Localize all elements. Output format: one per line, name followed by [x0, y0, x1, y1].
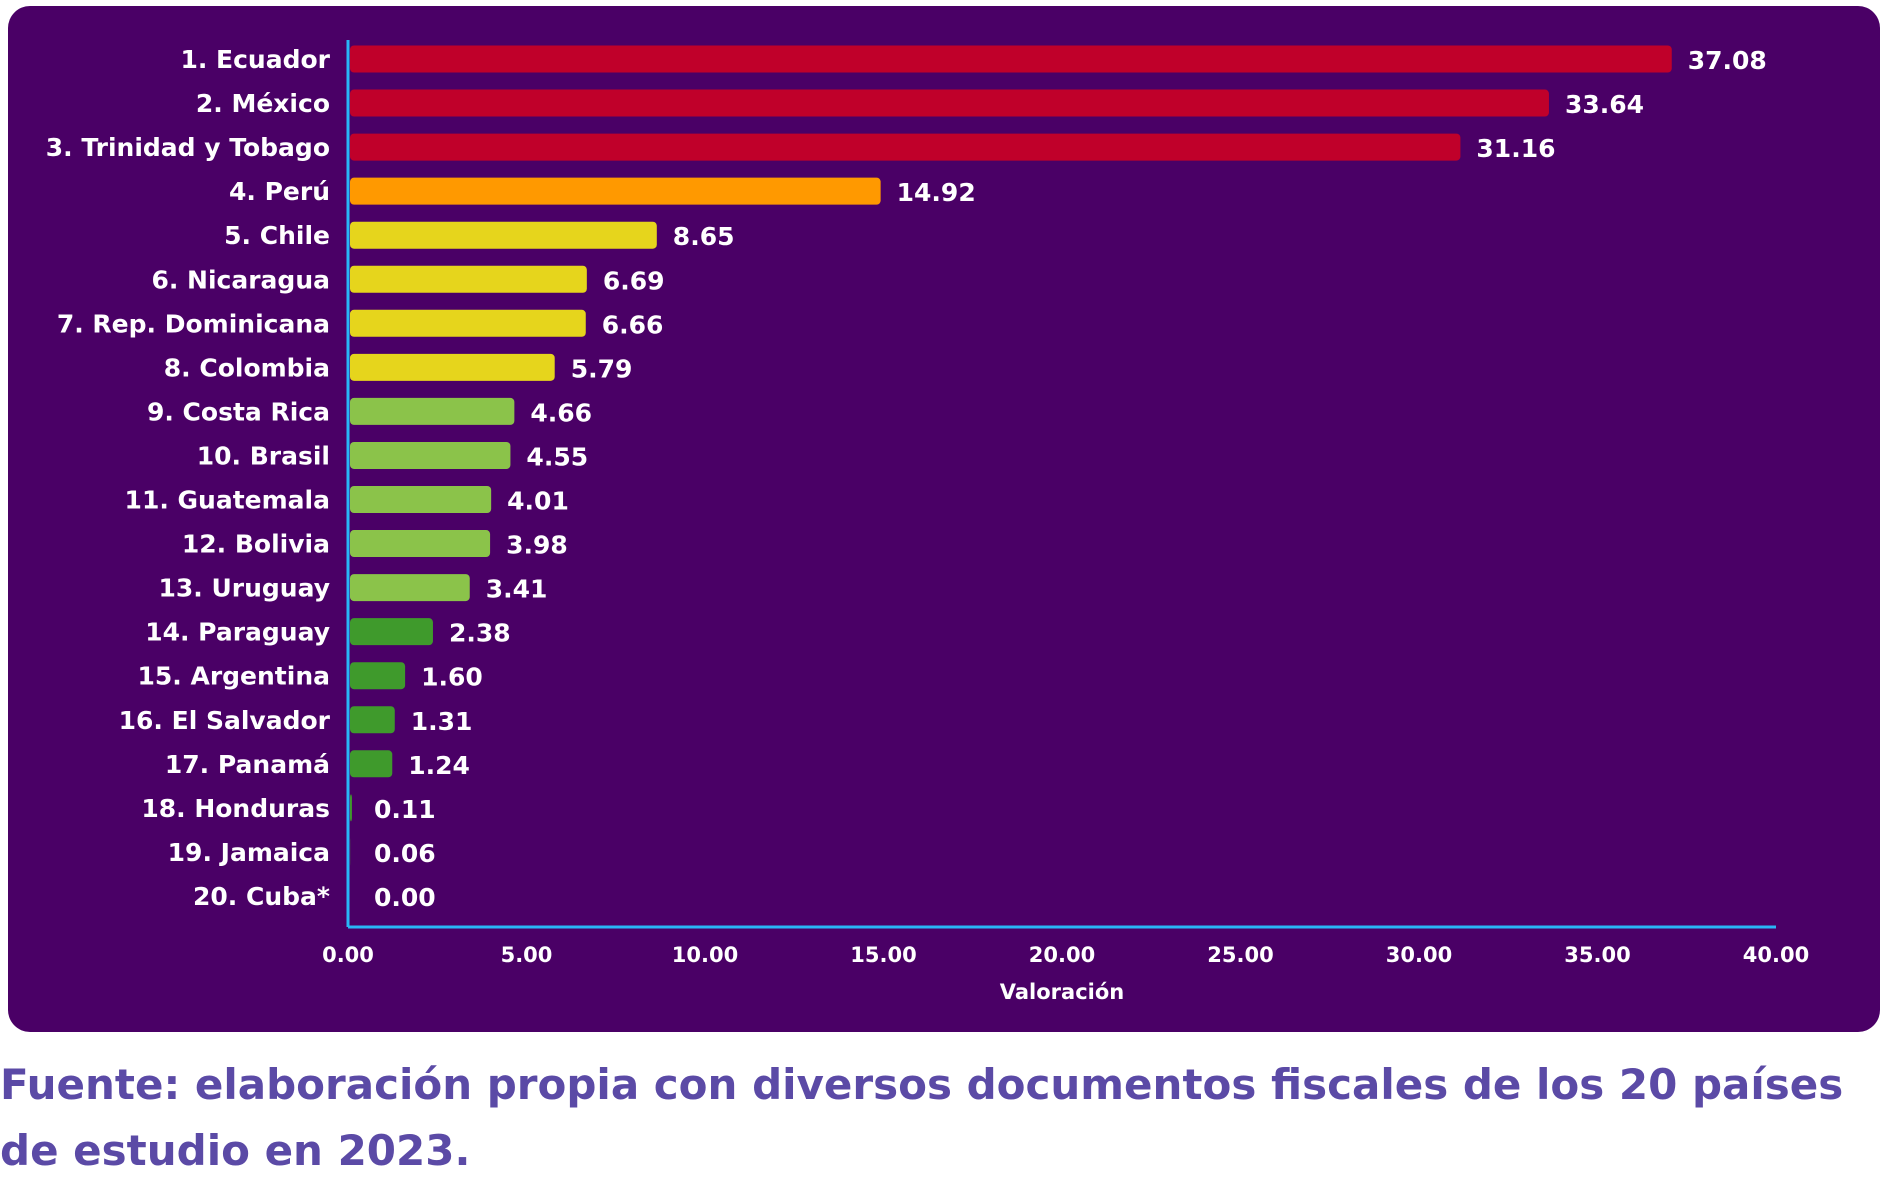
bar: [350, 354, 555, 381]
value-label: 3.98: [506, 531, 568, 560]
source-note: Fuente: elaboración propia con diversos …: [0, 1052, 1884, 1184]
value-label: 33.64: [1565, 90, 1644, 119]
x-tick-label: 30.00: [1386, 943, 1452, 967]
x-tick-label: 5.00: [501, 943, 553, 967]
bar: [350, 134, 1460, 161]
category-label: 14. Paraguay: [145, 618, 330, 647]
x-tick-label: 20.00: [1029, 943, 1095, 967]
value-label: 4.01: [507, 487, 569, 516]
value-label: 1.60: [421, 663, 483, 692]
value-label: 37.08: [1688, 46, 1767, 75]
category-label: 13. Uruguay: [158, 574, 330, 603]
x-tick-label: 0.00: [322, 943, 374, 967]
value-label: 4.55: [526, 442, 588, 471]
bar: [350, 750, 392, 777]
category-label: 6. Nicaragua: [151, 265, 330, 294]
bar-chart: 1. Ecuador 37.08 2. México 33.64 3. Trinidad…: [8, 6, 1880, 1032]
category-label: 17. Panamá: [165, 750, 330, 779]
category-label: 9. Costa Rica: [147, 397, 330, 426]
value-label: 31.16: [1476, 134, 1555, 163]
value-label: 5.79: [571, 354, 633, 383]
category-label: 15. Argentina: [137, 662, 330, 691]
bar: [350, 706, 395, 733]
category-label: 2. México: [196, 89, 330, 118]
bar: [350, 662, 405, 689]
chart-panel: 1. Ecuador 37.08 2. México 33.64 3. Trinidad…: [8, 6, 1880, 1032]
bar: [350, 178, 881, 205]
value-label: 0.11: [374, 795, 436, 824]
category-label: 8. Colombia: [164, 353, 330, 382]
category-label: 19. Jamaica: [168, 838, 330, 867]
category-label: 11. Guatemala: [125, 486, 330, 515]
bar: [350, 618, 433, 645]
x-tick-label: 35.00: [1564, 943, 1630, 967]
category-label: 5. Chile: [224, 221, 330, 250]
bar: [350, 794, 352, 821]
x-axis-title: Valoración: [1000, 980, 1124, 1004]
category-label: 20. Cuba*: [193, 882, 330, 911]
category-label: 18. Honduras: [141, 794, 330, 823]
bar: [350, 222, 657, 249]
category-label: 4. Perú: [229, 177, 330, 206]
category-label: 10. Brasil: [197, 441, 330, 470]
category-label: 16. El Salvador: [119, 706, 331, 735]
x-tick-label: 25.00: [1207, 943, 1273, 967]
bar: [350, 310, 586, 337]
category-label: 12. Bolivia: [182, 530, 330, 559]
bar: [350, 530, 490, 557]
value-label: 3.41: [486, 575, 548, 604]
x-tick-label: 15.00: [850, 943, 916, 967]
bar: [350, 266, 587, 293]
category-label: 7. Rep. Dominicana: [57, 309, 330, 338]
value-label: 1.31: [411, 707, 473, 736]
value-label: 6.69: [603, 266, 665, 295]
value-label: 0.00: [374, 883, 436, 912]
x-tick-label: 40.00: [1743, 943, 1809, 967]
bar: [350, 398, 514, 425]
value-label: 2.38: [449, 619, 511, 648]
bar: [350, 574, 470, 601]
value-label: 6.66: [602, 310, 664, 339]
bar: [350, 486, 491, 513]
value-label: 1.24: [408, 751, 470, 780]
value-label: 4.66: [530, 398, 592, 427]
category-label: 1. Ecuador: [180, 45, 330, 74]
value-label: 0.06: [374, 839, 436, 868]
x-tick-label: 10.00: [672, 943, 738, 967]
bar: [350, 90, 1549, 117]
bar: [350, 46, 1672, 73]
value-label: 8.65: [673, 222, 735, 251]
category-label: 3. Trinidad y Tobago: [46, 133, 330, 162]
bar: [350, 442, 510, 469]
value-label: 14.92: [897, 178, 976, 207]
